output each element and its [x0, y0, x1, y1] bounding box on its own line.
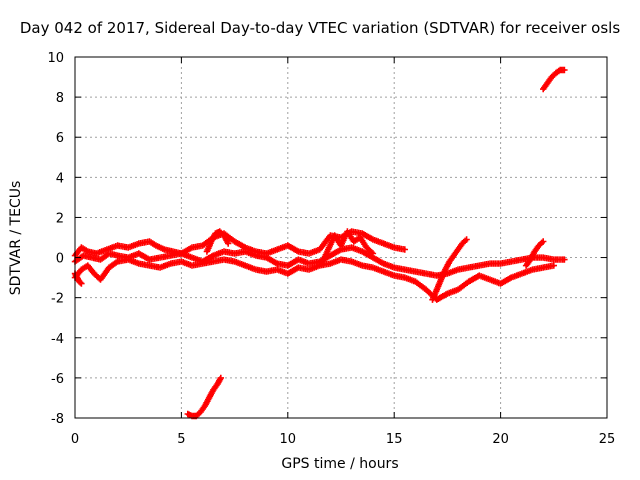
- data-point: [369, 250, 377, 257]
- y-tick-label: 0: [56, 252, 64, 267]
- x-axis-label: GPS time / hours: [281, 456, 399, 472]
- x-tick-label: 5: [177, 432, 185, 447]
- y-tick-label: -8: [51, 412, 64, 427]
- data-point: [225, 240, 232, 247]
- data-point: [561, 256, 568, 263]
- plot-frame: [74, 56, 608, 419]
- series-left-edge-drop: [71, 270, 85, 287]
- y-tick-label: -6: [51, 372, 64, 387]
- y-tick-label: 8: [56, 91, 64, 106]
- chart-title: Day 042 of 2017, Sidereal Day-to-day VTE…: [19, 19, 621, 37]
- series-spike-12-13: [318, 228, 377, 267]
- y-tick-label: -2: [51, 292, 64, 307]
- data-point: [540, 238, 547, 245]
- axis-ticks: 0 5 10 15 20 25 -8 -6 -4 -2 0 2 4 6 8 10: [47, 51, 615, 447]
- data-marks: [71, 66, 568, 420]
- x-tick-label: 10: [280, 432, 297, 447]
- data-point: [78, 280, 85, 287]
- x-tick-label: 20: [492, 432, 509, 447]
- series-low-arc-5-7: [184, 374, 224, 420]
- data-point: [463, 236, 470, 243]
- x-tick-label: 0: [71, 432, 79, 447]
- data-point: [401, 246, 408, 253]
- series-bump-6-7: [203, 228, 232, 255]
- data-point: [368, 249, 375, 256]
- data-point: [561, 66, 568, 74]
- y-tick-label: 2: [56, 211, 64, 226]
- series-high-arc-22-23: [540, 66, 568, 93]
- data-point: [550, 262, 557, 269]
- x-tick-label: 15: [386, 432, 403, 447]
- series-rising-arc-21-22: [522, 238, 547, 269]
- series-rising-arc-17-18: [429, 236, 470, 303]
- y-tick-label: 10: [47, 51, 64, 66]
- series-main-band-lower: [71, 256, 557, 303]
- data-point: [77, 279, 84, 286]
- x-tick-label: 25: [599, 432, 616, 447]
- data-point: [217, 374, 224, 382]
- y-tick-label: 6: [56, 131, 64, 146]
- y-tick-label: -4: [51, 332, 64, 347]
- y-tick-label: 4: [56, 171, 64, 186]
